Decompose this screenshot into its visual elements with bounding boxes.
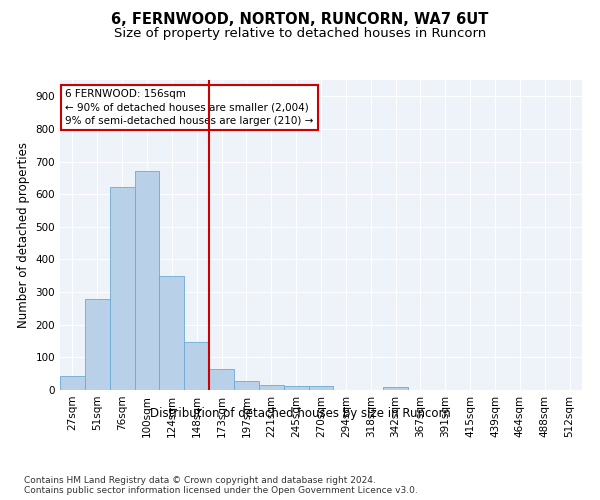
Y-axis label: Number of detached properties: Number of detached properties bbox=[17, 142, 30, 328]
Bar bbox=[234, 381, 259, 390]
Bar bbox=[85, 300, 110, 390]
Bar bbox=[308, 386, 334, 390]
Bar bbox=[383, 388, 408, 390]
Bar bbox=[134, 172, 160, 390]
Text: 6 FERNWOOD: 156sqm
← 90% of detached houses are smaller (2,004)
9% of semi-detac: 6 FERNWOOD: 156sqm ← 90% of detached hou… bbox=[65, 90, 314, 126]
Text: Size of property relative to detached houses in Runcorn: Size of property relative to detached ho… bbox=[114, 28, 486, 40]
Bar bbox=[160, 276, 184, 390]
Bar bbox=[209, 369, 234, 390]
Bar bbox=[184, 342, 209, 390]
Bar bbox=[60, 376, 85, 390]
Bar bbox=[110, 188, 134, 390]
Bar bbox=[284, 386, 308, 390]
Bar bbox=[259, 386, 284, 390]
Text: Contains HM Land Registry data © Crown copyright and database right 2024.
Contai: Contains HM Land Registry data © Crown c… bbox=[24, 476, 418, 495]
Text: 6, FERNWOOD, NORTON, RUNCORN, WA7 6UT: 6, FERNWOOD, NORTON, RUNCORN, WA7 6UT bbox=[112, 12, 488, 28]
Text: Distribution of detached houses by size in Runcorn: Distribution of detached houses by size … bbox=[149, 408, 451, 420]
